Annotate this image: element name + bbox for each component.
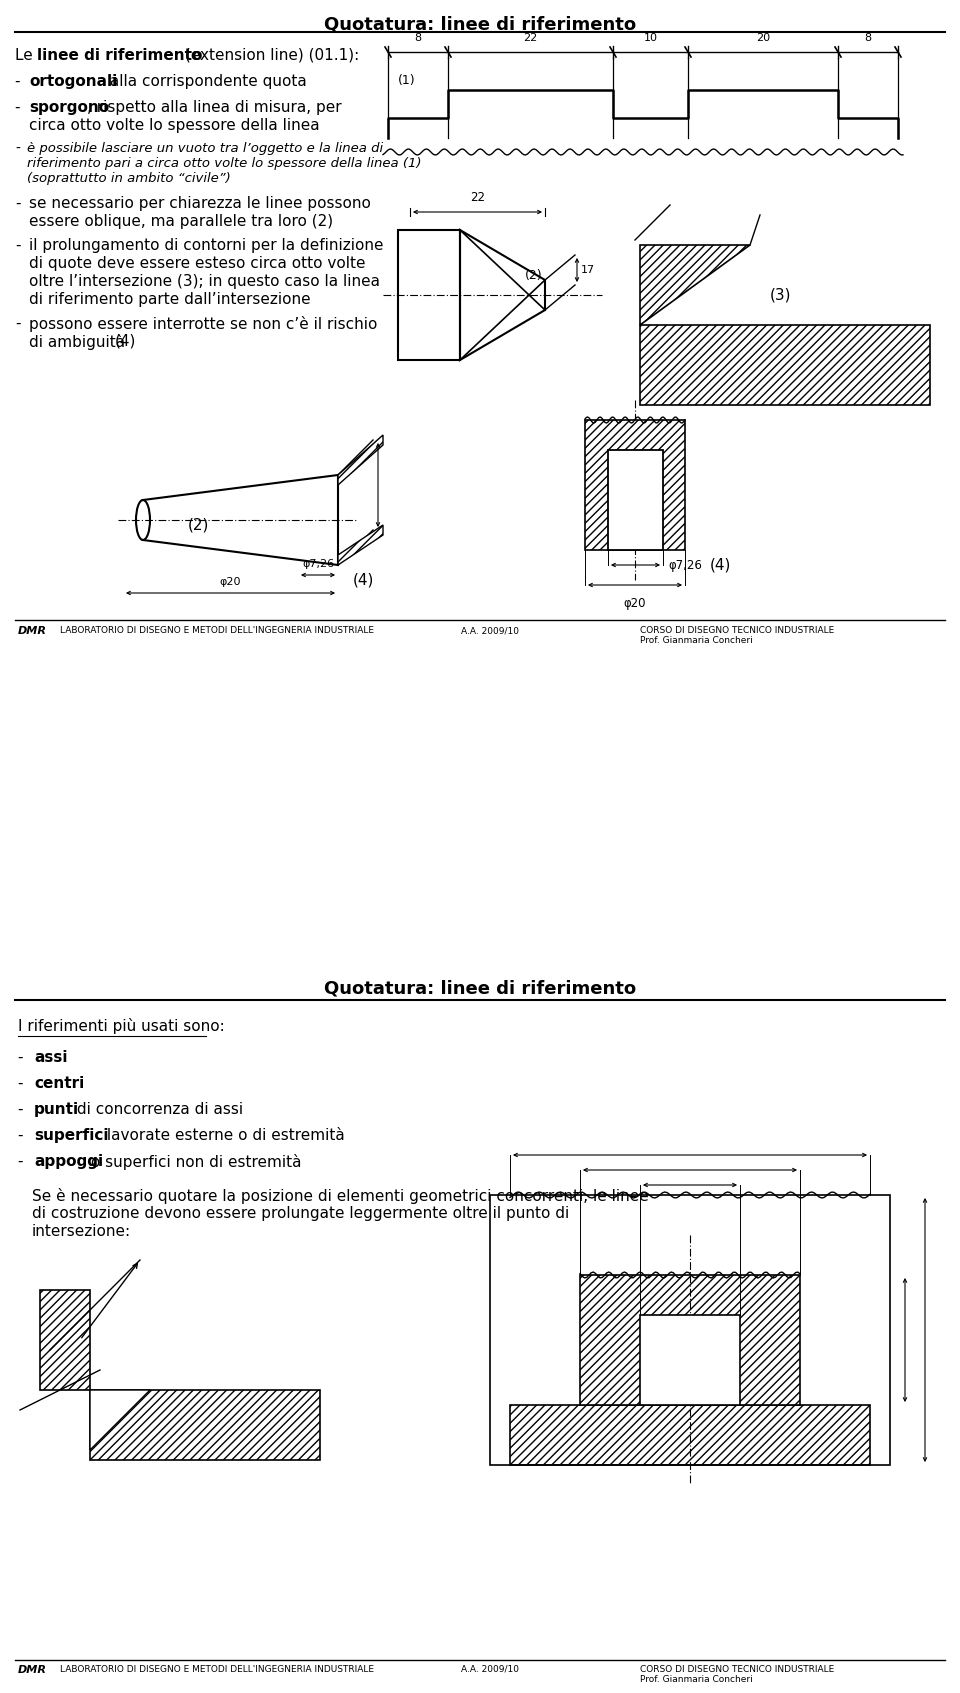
Text: -: - — [15, 74, 25, 90]
Text: DMR: DMR — [18, 1664, 47, 1674]
Text: -: - — [15, 100, 25, 115]
Text: (1): (1) — [398, 74, 416, 86]
Text: di concorrenza di assi: di concorrenza di assi — [71, 1102, 243, 1117]
Text: oltre l’intersezione (3); in questo caso la linea: oltre l’intersezione (3); in questo caso… — [29, 274, 380, 290]
Text: -: - — [15, 196, 20, 212]
Text: 20: 20 — [756, 32, 770, 42]
Text: φ20: φ20 — [219, 577, 241, 587]
Text: (2): (2) — [187, 518, 208, 533]
Text: o superfici non di estremità: o superfici non di estremità — [86, 1155, 302, 1170]
Text: φ20: φ20 — [624, 598, 646, 609]
Text: se necessario per chiarezza le linee possono: se necessario per chiarezza le linee pos… — [29, 196, 371, 212]
Text: superfici: superfici — [34, 1128, 108, 1143]
Text: LABORATORIO DI DISEGNO E METODI DELL'INGEGNERIA INDUSTRIALE: LABORATORIO DI DISEGNO E METODI DELL'ING… — [60, 626, 374, 635]
Polygon shape — [580, 1275, 800, 1405]
Text: -: - — [15, 142, 20, 156]
Text: -: - — [15, 317, 20, 332]
Text: -: - — [18, 1077, 29, 1090]
Text: -: - — [18, 1128, 29, 1143]
Text: (4): (4) — [710, 557, 732, 572]
Polygon shape — [40, 1290, 90, 1390]
Text: Quotatura: linee di riferimento: Quotatura: linee di riferimento — [324, 15, 636, 34]
Polygon shape — [640, 1315, 740, 1405]
Text: Se è necessario quotare la posizione di elementi geometrici concorrenti, le line: Se è necessario quotare la posizione di … — [32, 1188, 649, 1204]
Text: CORSO DI DISEGNO TECNICO INDUSTRIALE
Prof. Gianmaria Concheri: CORSO DI DISEGNO TECNICO INDUSTRIALE Pro… — [640, 626, 834, 645]
Text: , rispetto alla linea di misura, per: , rispetto alla linea di misura, per — [87, 100, 342, 115]
Text: linee di riferimento: linee di riferimento — [37, 47, 203, 63]
Text: (3): (3) — [770, 288, 791, 303]
Text: (2): (2) — [525, 269, 542, 283]
Text: punti: punti — [34, 1102, 79, 1117]
Text: 8: 8 — [415, 32, 421, 42]
Text: DMR: DMR — [18, 626, 47, 637]
Text: (4): (4) — [353, 572, 374, 587]
Polygon shape — [510, 1405, 870, 1464]
Text: -: - — [18, 1050, 29, 1065]
Text: essere oblique, ma parallele tra loro (2): essere oblique, ma parallele tra loro (2… — [29, 213, 333, 229]
Text: A.A. 2009/10: A.A. 2009/10 — [461, 626, 519, 635]
Text: -: - — [15, 239, 20, 252]
Text: centri: centri — [34, 1077, 84, 1090]
Text: φ7,26: φ7,26 — [668, 559, 702, 572]
Text: CORSO DI DISEGNO TECNICO INDUSTRIALE
Prof. Gianmaria Concheri: CORSO DI DISEGNO TECNICO INDUSTRIALE Pro… — [640, 1664, 834, 1685]
Polygon shape — [338, 525, 383, 565]
Text: 22: 22 — [470, 191, 485, 203]
Text: circa otto volte lo spessore della linea: circa otto volte lo spessore della linea — [29, 119, 320, 134]
Text: (extension line) (01.1):: (extension line) (01.1): — [180, 47, 359, 63]
Text: (soprattutto in ambito “civile”): (soprattutto in ambito “civile”) — [27, 173, 230, 185]
Text: I riferimenti più usati sono:: I riferimenti più usati sono: — [18, 1017, 225, 1034]
Text: 10: 10 — [643, 32, 658, 42]
Polygon shape — [640, 325, 930, 405]
Text: assi: assi — [34, 1050, 67, 1065]
Text: possono essere interrotte se non c’è il rischio: possono essere interrotte se non c’è il … — [29, 317, 377, 332]
Polygon shape — [608, 450, 663, 550]
Text: il prolungamento di contorni per la definizione: il prolungamento di contorni per la defi… — [29, 239, 383, 252]
Text: 22: 22 — [523, 32, 538, 42]
Polygon shape — [90, 1390, 150, 1449]
Text: intersezione:: intersezione: — [32, 1224, 132, 1239]
Text: di costruzione devono essere prolungate leggermente oltre il punto di: di costruzione devono essere prolungate … — [32, 1205, 569, 1221]
Text: di ambiguità: di ambiguità — [29, 334, 130, 350]
Text: alla corrispondente quota: alla corrispondente quota — [105, 74, 307, 90]
Polygon shape — [90, 1390, 320, 1459]
Polygon shape — [338, 435, 383, 484]
Text: A.A. 2009/10: A.A. 2009/10 — [461, 1664, 519, 1674]
Text: di riferimento parte dall’intersezione: di riferimento parte dall’intersezione — [29, 291, 311, 306]
Text: -: - — [18, 1155, 29, 1168]
Text: ortogonali: ortogonali — [29, 74, 117, 90]
Text: Le: Le — [15, 47, 37, 63]
Polygon shape — [585, 420, 685, 550]
Text: di quote deve essere esteso circa otto volte: di quote deve essere esteso circa otto v… — [29, 256, 366, 271]
Text: LABORATORIO DI DISEGNO E METODI DELL'INGEGNERIA INDUSTRIALE: LABORATORIO DI DISEGNO E METODI DELL'ING… — [60, 1664, 374, 1674]
Text: sporgono: sporgono — [29, 100, 109, 115]
Text: è possibile lasciare un vuoto tra l’oggetto e la linea di: è possibile lasciare un vuoto tra l’ogge… — [27, 142, 383, 156]
Text: φ7,26: φ7,26 — [302, 559, 334, 569]
Polygon shape — [640, 245, 750, 325]
Text: 17: 17 — [581, 266, 595, 274]
Text: -: - — [18, 1102, 29, 1117]
Text: lavorate esterne o di estremità: lavorate esterne o di estremità — [102, 1128, 345, 1143]
Text: 8: 8 — [864, 32, 872, 42]
Text: (4): (4) — [115, 334, 136, 349]
Text: Quotatura: linee di riferimento: Quotatura: linee di riferimento — [324, 980, 636, 997]
Text: riferimento pari a circa otto volte lo spessore della linea (1): riferimento pari a circa otto volte lo s… — [27, 157, 421, 169]
Text: appoggi: appoggi — [34, 1155, 103, 1168]
